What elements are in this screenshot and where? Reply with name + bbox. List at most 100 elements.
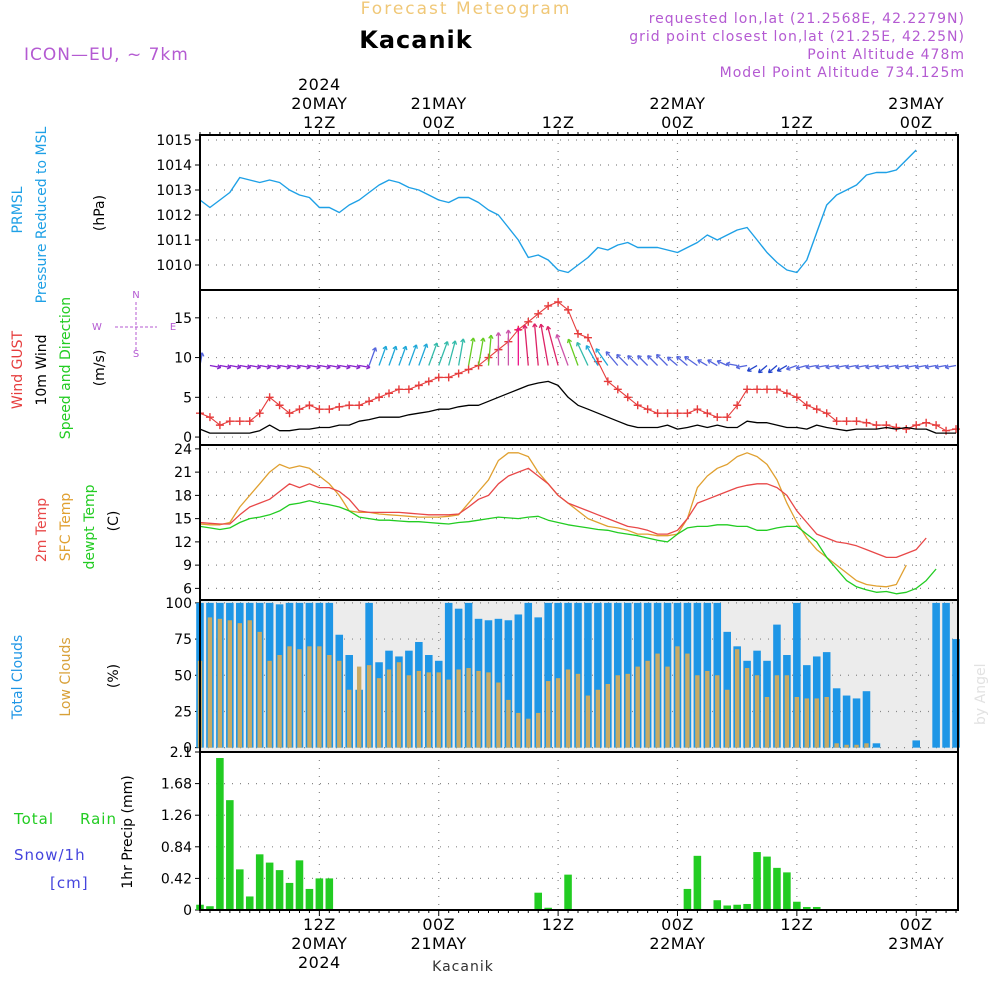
top-time-label: 23MAY (888, 94, 944, 113)
wind-arrowhead (666, 356, 672, 362)
low-cloud-bar (695, 675, 700, 748)
low-cloud-bar (426, 672, 431, 748)
wind-arrowhead (855, 364, 860, 370)
gust-marker (564, 305, 573, 314)
low-cloud-bar (794, 696, 800, 748)
low-cloud-bar (386, 669, 392, 748)
svg-text:S: S (133, 349, 139, 360)
ytick-label: 1012 (156, 208, 192, 224)
wind-arrowhead (545, 325, 552, 331)
low-cloud-bar (645, 660, 650, 748)
wind-arrow (845, 364, 857, 369)
wind-arrowhead (697, 359, 702, 364)
wind-arrow (905, 364, 917, 369)
low-cloud-bar (486, 672, 491, 748)
wind-arrow (647, 355, 659, 366)
model-altitude: Model Point Altitude 734.125m (720, 65, 965, 81)
wind-line (199, 380, 956, 434)
bottom-time-label: 12Z (542, 915, 575, 934)
wind-arrow (885, 364, 897, 369)
low-cloud-bar (545, 681, 551, 748)
gust-marker (235, 417, 244, 426)
gust-marker (613, 385, 622, 394)
precip-bar (753, 852, 761, 910)
wind-arrowhead (716, 359, 722, 365)
gust-marker (723, 413, 732, 422)
wind-arrowhead (538, 323, 545, 329)
total-cloud-bar (932, 602, 940, 748)
wind-arrow (707, 359, 718, 367)
wind-arrowhead (815, 364, 820, 370)
wind-arrowhead (316, 364, 321, 370)
ytick-label: 18 (174, 488, 192, 504)
total-cloud-bar (912, 740, 921, 748)
precip-bar (245, 896, 254, 910)
low-cloud-bar (496, 682, 501, 748)
wind-arrowhead (934, 364, 940, 370)
precip-bar (285, 882, 294, 910)
low-cloud-bar (585, 695, 591, 748)
wind-arrowhead (356, 364, 361, 370)
gust-marker (772, 385, 781, 394)
model-label: ICON—EU, ~ 7km (24, 45, 189, 65)
total-cloud-bar (544, 602, 552, 748)
svg-text:Snow/1h: Snow/1h (14, 846, 86, 864)
wind-arrow (239, 364, 251, 369)
gust-marker (852, 417, 861, 426)
ytick-label: 2.1 (170, 745, 192, 761)
gust-marker (424, 377, 433, 386)
wind-arrow (815, 364, 827, 369)
gust-marker (345, 401, 354, 410)
gust-marker (892, 423, 901, 432)
ytick-label: 15 (174, 311, 192, 327)
wind-compass: N S W E (92, 290, 176, 360)
low-cloud-bar (764, 696, 770, 748)
wind-arrowhead (443, 341, 449, 346)
low-cloud-bar (625, 673, 630, 748)
gust-marker (255, 409, 264, 418)
precip-bar (305, 888, 314, 910)
precip-bar (783, 872, 791, 910)
wind-arrow (925, 364, 937, 369)
wind-arrow (935, 364, 947, 369)
precip-bar (534, 892, 542, 910)
gust-marker (703, 409, 712, 418)
precip-bar (226, 800, 234, 910)
low-cloud-bar (715, 675, 720, 748)
gust-marker (355, 401, 364, 410)
wind-arrow (249, 364, 261, 369)
wind-arrowhead (707, 359, 712, 364)
wind-arrowhead (246, 364, 252, 370)
wind-arrowhead (637, 354, 642, 360)
gust-marker (912, 421, 921, 430)
wind-arrow (676, 356, 688, 367)
gust-marker (753, 385, 762, 394)
wind-arrowhead (795, 364, 801, 371)
ytick-label: 50 (174, 668, 192, 684)
svg-text:N: N (132, 290, 139, 301)
gust-marker (922, 418, 931, 427)
wind-arrowhead (647, 354, 652, 360)
low-cloud-bar (655, 653, 660, 748)
gust-marker (454, 369, 463, 378)
precip-bar (812, 906, 821, 910)
wind-arrowhead (412, 344, 418, 349)
wind-arrowhead (914, 364, 920, 370)
svg-text:Low Clouds: Low Clouds (58, 637, 74, 716)
low-cloud-bar (396, 662, 402, 748)
low-cloud-bar (526, 718, 531, 748)
panel-temperature: 6 9 12 15 18 21 24 (174, 442, 959, 601)
svg-text:(%): (%) (106, 664, 122, 688)
wind-arrowhead (480, 337, 486, 342)
wind-arrowhead (433, 342, 439, 348)
precip-bar (206, 906, 214, 910)
bottom-time-label: 12Z (780, 915, 813, 934)
total-cloud-bar (554, 602, 562, 748)
gust-marker (315, 405, 324, 414)
top-time-label: 12Z (542, 113, 575, 132)
precip-bar (733, 904, 741, 910)
svg-text:W: W (92, 322, 102, 333)
top-time-label: 20MAY (291, 94, 347, 113)
wind-arrow (547, 326, 559, 366)
bottom-time-label: 20MAY (291, 934, 347, 953)
